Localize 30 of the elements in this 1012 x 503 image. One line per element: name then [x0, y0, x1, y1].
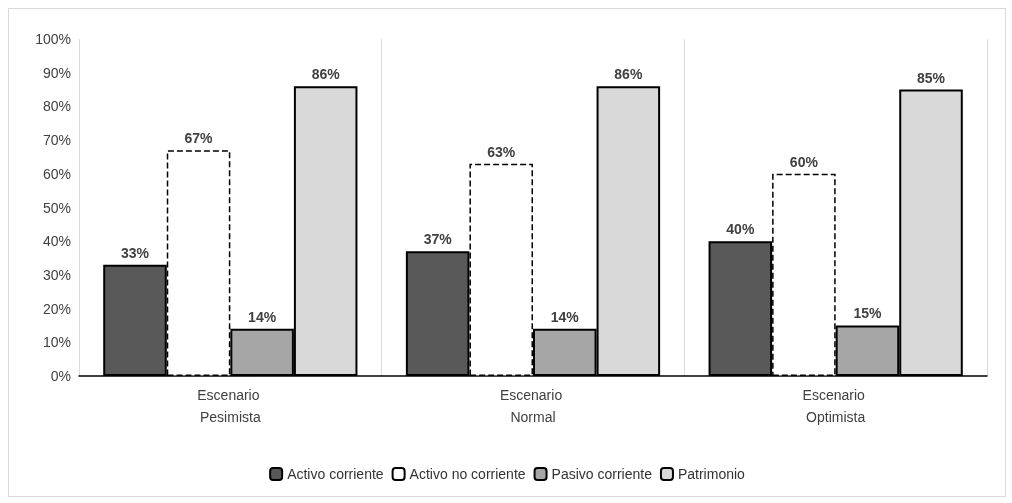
data-label: 67% [184, 130, 214, 147]
data-label: 33% [120, 244, 150, 261]
data-label: 40% [726, 221, 755, 238]
data-label: 37% [423, 231, 453, 248]
data-label: 14% [550, 308, 580, 325]
y-tick-label: 20% [42, 300, 71, 317]
data-label: 86% [614, 66, 643, 83]
data-label: 60% [789, 153, 819, 170]
data-label: 14% [248, 308, 277, 325]
data-label: 63% [487, 143, 516, 160]
data-label: 15% [853, 305, 882, 322]
x-tick-label: Escenario Pesimista [197, 387, 264, 425]
x-tick-label: Escenario Optimista [802, 387, 869, 425]
legend-label: Activo corriente [287, 466, 384, 482]
y-tick-label: 60% [42, 165, 71, 182]
y-tick-label: 90% [42, 64, 71, 81]
y-tick-label: 50% [42, 199, 71, 216]
legend-label: Activo no corriente [409, 466, 526, 482]
y-tick-label: 100% [35, 31, 71, 47]
y-tick-label: 30% [42, 266, 71, 283]
data-label: 86% [311, 66, 341, 83]
y-tick-label: 40% [42, 233, 71, 250]
y-tick-label: 0% [50, 368, 71, 384]
y-tick-label: 10% [42, 334, 71, 351]
legend-label: Patrimonio [677, 466, 746, 482]
data-label: 85% [916, 69, 946, 86]
y-tick-label: 80% [42, 98, 71, 115]
y-tick-label: 70% [42, 132, 71, 149]
x-tick-label: Escenario Normal [499, 387, 567, 425]
legend-label: Pasivo corriente [551, 466, 653, 482]
